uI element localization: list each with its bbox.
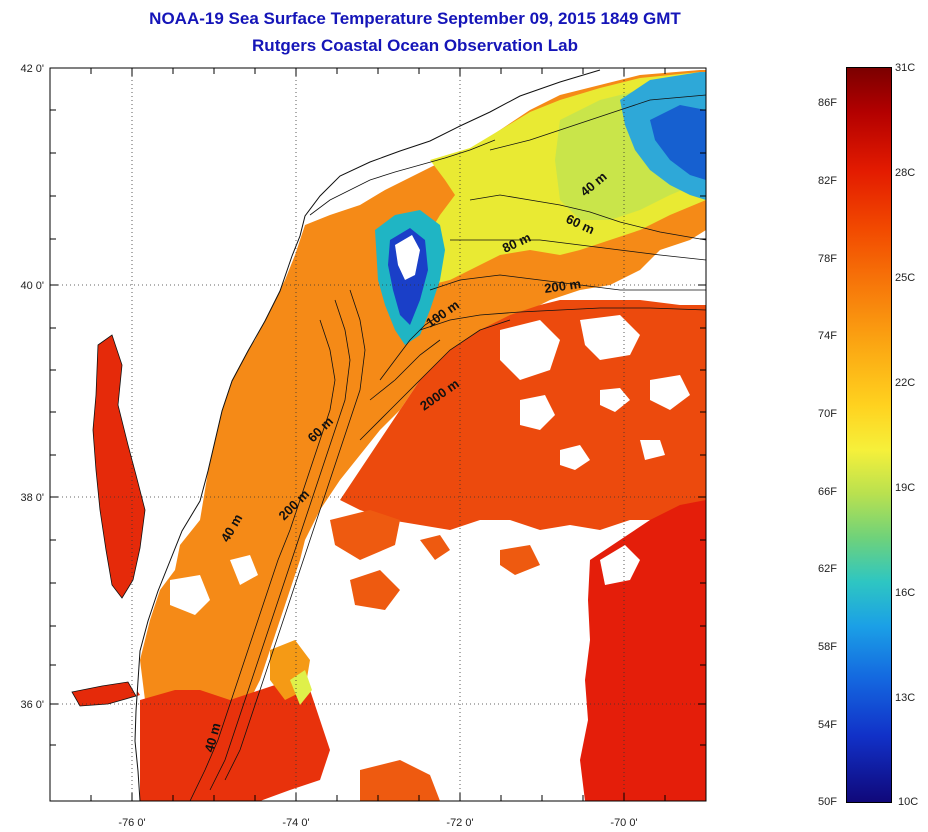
fahrenheit-label: 54F — [818, 719, 837, 731]
isobath-label: 40 m — [201, 721, 223, 754]
fahrenheit-label: 78F — [818, 253, 837, 265]
map-frame-content: 40 m 60 m 80 m 200 m 100 m 2000 m 60 m 2… — [50, 68, 706, 801]
celsius-label: 22C — [895, 377, 916, 389]
map-subtitle: Rutgers Coastal Ocean Observation Lab — [252, 36, 578, 55]
temperature-colorbar — [846, 67, 892, 803]
fahrenheit-label: 66F — [818, 486, 837, 498]
graticule — [50, 68, 706, 801]
fahrenheit-label: 70F — [818, 408, 837, 420]
fahrenheit-label: 82F — [818, 175, 837, 187]
celsius-label: 28C — [895, 167, 916, 179]
land-mass — [50, 68, 600, 801]
lon-label: -76 0' — [118, 817, 145, 829]
fahrenheit-label: 86F — [818, 97, 837, 109]
southern-coastal-water — [140, 680, 330, 801]
celsius-label: 16C — [895, 587, 916, 599]
lat-label: 38 0' — [20, 492, 44, 504]
fahrenheit-label: 58F — [818, 641, 837, 653]
celsius-label: 13C — [895, 692, 916, 704]
axis-ticks — [50, 67, 706, 801]
celsius-label: 19C — [895, 482, 916, 494]
lon-label: -70 0' — [610, 817, 637, 829]
lat-label: 42 0' — [20, 63, 44, 75]
coastline — [134, 69, 601, 801]
map-title: NOAA-19 Sea Surface Temperature Septembe… — [149, 9, 681, 28]
isobath-lines — [189, 94, 706, 801]
lon-label: -72 0' — [446, 817, 473, 829]
fahrenheit-label: 62F — [818, 563, 837, 575]
isobath-label: 200 m — [543, 276, 582, 296]
fahrenheit-label: 74F — [818, 330, 837, 342]
fahrenheit-label: 50F — [818, 796, 837, 808]
celsius-label: 31C — [895, 62, 916, 74]
lon-label: -74 0' — [282, 817, 309, 829]
celsius-label: 25C — [895, 272, 916, 284]
lat-label: 36 0' — [20, 699, 44, 711]
celsius-label: 10C — [898, 796, 919, 808]
lat-label: 40 0' — [20, 280, 44, 292]
